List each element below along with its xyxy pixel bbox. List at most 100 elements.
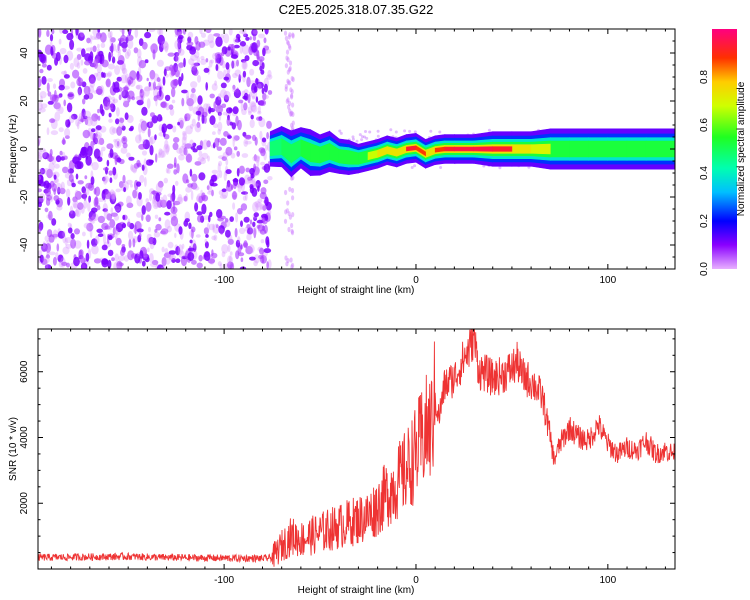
snr-x-ticks: -100 0 100 — [50, 329, 666, 586]
spectrogram-noise-cell — [206, 222, 210, 232]
spectrogram-noise-cell — [140, 120, 148, 132]
spectrogram-noise-cell — [110, 42, 114, 53]
spectrogram-band-segment — [473, 146, 494, 152]
spectrogram-noise-cell — [157, 29, 162, 35]
spectrogram-noise-cell — [243, 240, 248, 249]
snr-x-tick-label: -100 — [214, 575, 234, 586]
spectrogram-noise-cell — [394, 130, 398, 134]
spectrogram-noise-cell — [498, 166, 502, 170]
spectrogram-noise-cell — [291, 195, 295, 201]
spectrogram-noise-cell — [97, 115, 101, 121]
spectrogram-noise-cell — [203, 67, 210, 73]
spectrogram-noise-cell — [156, 77, 161, 83]
spectrogram-noise-cell — [107, 249, 114, 257]
spectrogram-noise-cell — [85, 47, 93, 52]
spectrogram-noise-cell — [99, 150, 103, 158]
spectrogram-noise-cell — [263, 83, 268, 93]
spectrogram-noise-cell — [260, 239, 265, 244]
spectrogram-noise-cell — [190, 190, 194, 201]
spectrogram-noise-cell — [290, 93, 294, 99]
spectrogram-noise-cell — [189, 239, 193, 244]
spectrogram-noise-cell — [121, 136, 128, 145]
spectrogram-noise-cell — [154, 202, 160, 208]
spectrogram-noise-cell — [284, 35, 288, 41]
spectrogram-noise-cell — [38, 77, 42, 88]
spectrogram-noise-cell — [138, 232, 142, 239]
spectrogram-noise-cell — [233, 180, 237, 190]
snr-y-label: SNR (10 * v/v) — [8, 417, 19, 481]
spectrogram-noise-cell — [104, 72, 108, 78]
spectrogram-band-segment — [530, 143, 551, 155]
spectrogram-noise-cell — [148, 136, 153, 147]
spectrogram-noise-cell — [250, 173, 255, 179]
spectrogram-y-tick-label: 20 — [19, 95, 30, 107]
spectrogram-noise-cell — [251, 187, 258, 197]
spectrogram-noise-cell — [181, 243, 185, 249]
spectrogram-noise-cell — [110, 51, 114, 58]
spectrogram-noise-cell — [338, 129, 342, 133]
spectrogram-noise-cell — [49, 34, 54, 42]
spectrogram-noise-cell — [147, 29, 156, 33]
spectrogram-noise-cell — [155, 96, 158, 107]
spectrogram-noise-cell — [98, 137, 105, 145]
spectrogram-noise-cell — [259, 130, 263, 140]
spectrogram-noise-cell — [266, 132, 269, 140]
spectrogram-noise-cell — [104, 191, 112, 200]
spectrogram-noise-cell — [145, 198, 149, 204]
spectrogram-noise-cell — [261, 213, 268, 219]
spectrogram-noise-cell — [102, 72, 106, 78]
spectrogram-noise-cell — [189, 123, 194, 130]
spectrogram-noise-cell — [246, 229, 251, 235]
spectrogram-noise-cell — [144, 86, 152, 92]
spectrogram-noise-cell — [121, 63, 126, 74]
spectrogram-noise-cell — [211, 83, 218, 91]
spectrogram-noise-cell — [227, 255, 233, 266]
spectrogram-noise-cell — [86, 116, 92, 121]
spectrogram-noise-cell — [152, 197, 156, 204]
spectrogram-noise-cell — [163, 143, 170, 153]
spectrogram-noise-cell — [116, 140, 120, 147]
spectrogram-noise-cell — [253, 86, 258, 93]
spectrogram-noise-cell — [246, 233, 252, 241]
spectrogram-noise-cell — [38, 181, 47, 187]
spectrogram-noise-cell — [160, 200, 166, 207]
spectrogram-noise-cell — [44, 188, 52, 197]
spectrogram-noise-cell — [183, 147, 188, 156]
spectrogram-noise-cell — [194, 123, 202, 133]
spectrogram-noise-cell — [144, 31, 152, 39]
spectrogram-noise-cell — [114, 65, 121, 76]
spectrogram-noise-cell — [187, 31, 194, 39]
spectrogram-noise-cell — [193, 62, 201, 67]
colorbar-tick-label: 0.8 — [699, 70, 710, 84]
spectrogram-noise-cell — [290, 89, 294, 95]
spectrogram-noise-cell — [240, 203, 248, 211]
spectrogram-noise-cell — [181, 72, 184, 82]
spectrogram-noise-cell — [78, 153, 82, 161]
spectrogram-noise-cell — [257, 110, 262, 115]
spectrogram-noise-cell — [118, 55, 125, 65]
spectrogram-noise-cell — [236, 167, 240, 177]
spectrogram-noise-cell — [286, 200, 290, 206]
spectrogram-noise-cell — [159, 87, 162, 97]
spectrogram-noise-cell — [210, 174, 217, 182]
spectrogram-noise-cell — [257, 83, 262, 91]
spectrogram-noise-cell — [202, 139, 209, 150]
spectrogram-noise-cell — [83, 222, 92, 229]
spectrogram-noise-cell — [153, 81, 156, 91]
spectrogram-noise-cell — [283, 30, 288, 36]
spectrogram-noise-cell — [230, 60, 237, 68]
spectrogram-noise-cell — [103, 176, 108, 185]
snr-y-tick-label: 2000 — [19, 492, 30, 515]
spectrogram-noise-cell — [115, 232, 118, 242]
spectrogram-noise-cell — [111, 191, 117, 200]
spectrogram-noise-cell — [236, 59, 239, 67]
spectrogram-noise-cell — [75, 29, 79, 36]
spectrogram-noise-cell — [141, 126, 146, 134]
spectrogram-noise-cell — [152, 49, 156, 60]
spectrogram-noise-cell — [208, 59, 213, 68]
spectrogram-x-tick-label: -100 — [214, 275, 234, 286]
spectrogram-noise-cell — [66, 262, 70, 268]
spectrogram-noise-cell — [197, 75, 201, 83]
spectrogram-noise-cell — [215, 104, 223, 114]
